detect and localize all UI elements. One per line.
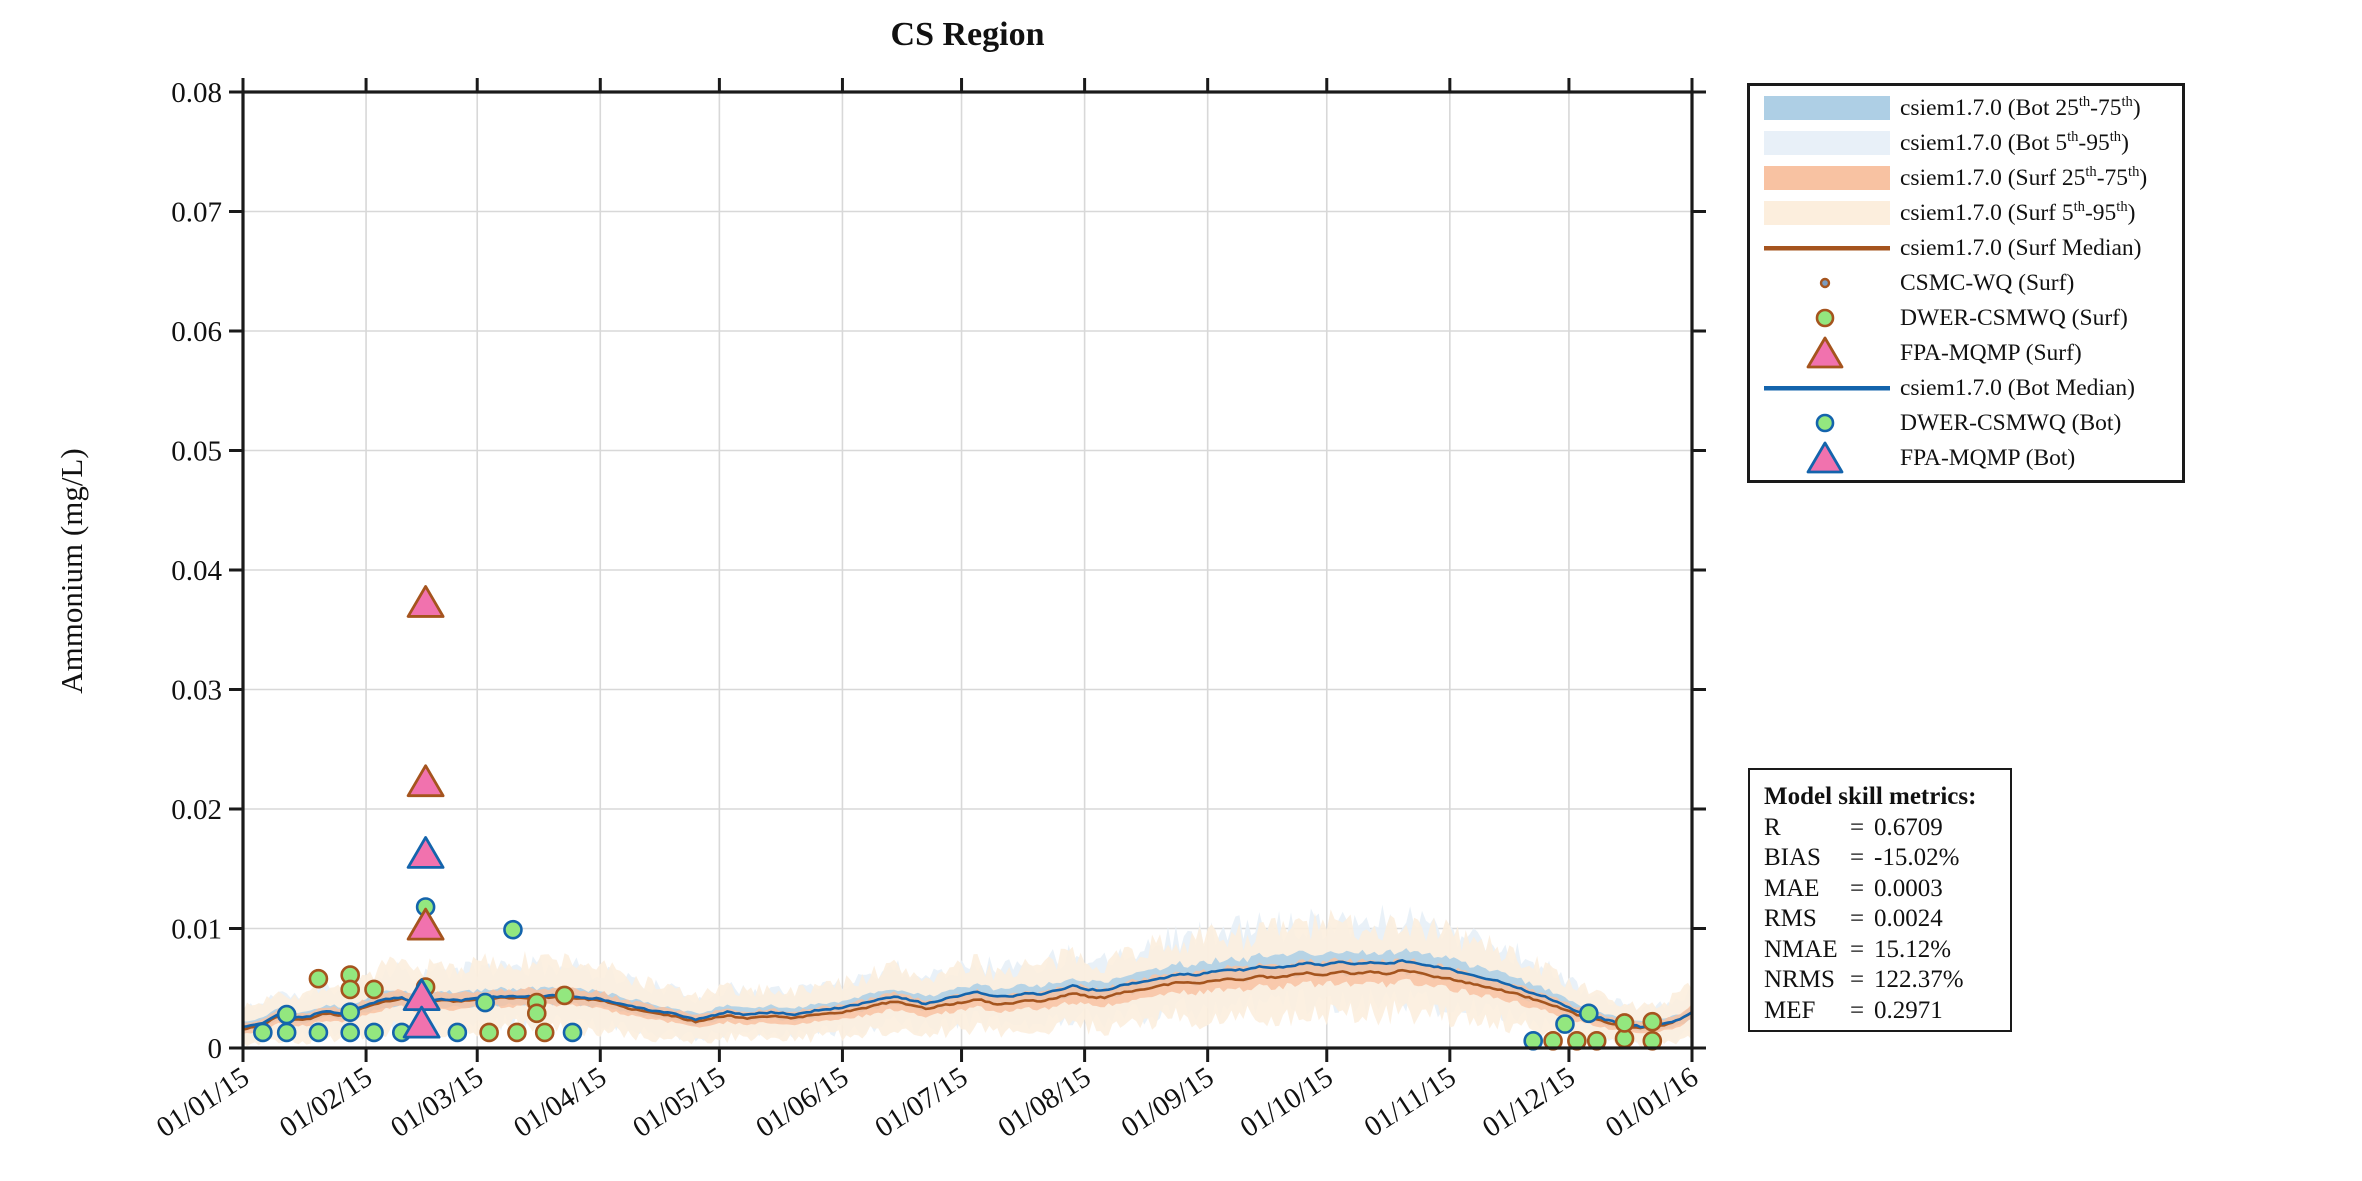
metric-value: 0.0024 [1874,905,1943,932]
legend-item: DWER-CSMWQ (Bot) [1750,406,2182,440]
metric-label: RMS [1764,905,1817,932]
metric-equals: = [1850,813,1865,841]
legend-item-label: DWER-CSMWQ (Surf) [1900,304,2128,331]
metric-equals: = [1850,935,1865,963]
legend-item: csiem1.7.0 (Surf 5th-95th) [1750,196,2182,230]
metric-equals: = [1850,844,1865,871]
legend-item-label: DWER-CSMWQ (Bot) [1900,409,2122,436]
legend-item-label: csiem1.7.0 (Surf 25th-75th) [1900,164,2148,191]
chart-title: CS Region [890,16,1045,53]
x-tick-label: 01/02/15 [274,1061,378,1144]
triangle-swatch-icon [1750,440,1900,476]
metric-value: -15.02% [1874,844,1960,871]
x-tick-label: 01/01/15 [151,1061,255,1144]
band-swatch-icon [1750,199,1900,227]
y-tick-label: 0 [208,1033,223,1065]
legend-item-label: csiem1.7.0 (Surf 5th-95th) [1900,199,2136,226]
x-tick-label: 01/08/15 [993,1061,1097,1144]
legend-item: csiem1.7.0 (Bot Median) [1750,371,2182,405]
y-tick-label: 0.06 [171,316,222,348]
metric-row: RMS = 0.0024 [1764,904,1996,935]
metric-value: 122.37% [1874,966,1964,993]
triangle-swatch-icon [1750,335,1900,371]
line-swatch-icon [1750,374,1900,402]
metric-value: 15.12% [1874,935,1952,963]
metric-label: MEF [1764,996,1816,1024]
metric-value: 0.0003 [1874,874,1943,902]
legend-item: FPA-MQMP (Bot) [1750,441,2182,475]
legend: csiem1.7.0 (Bot 25th-75th) csiem1.7.0 (Bo… [1747,83,2185,483]
metric-value: 0.6709 [1874,813,1943,841]
band-swatch-icon [1750,94,1900,122]
legend-item-label: csiem1.7.0 (Bot 25th-75th) [1900,94,2141,121]
metric-equals: = [1850,905,1865,932]
legend-item: FPA-MQMP (Surf) [1750,336,2182,370]
x-tick-label: 01/01/16 [1600,1061,1704,1144]
circle-swatch-icon [1750,407,1900,439]
x-tick-label: 01/12/15 [1477,1061,1581,1144]
y-tick-label: 0.05 [171,436,222,468]
legend-item-label: FPA-MQMP (Bot) [1900,444,2076,471]
x-tick-label: 01/09/15 [1116,1061,1220,1144]
metric-row: MAE = 0.0003 [1764,874,1996,905]
legend-item-label: CSMC-WQ (Surf) [1900,269,2075,296]
metric-row: R = 0.6709 [1764,813,1996,844]
x-tick-label: 01/05/15 [627,1061,731,1144]
legend-item: csiem1.7.0 (Surf 25th-75th) [1750,161,2182,195]
legend-item-label: csiem1.7.0 (Bot Median) [1900,374,2135,401]
metric-equals: = [1850,966,1865,993]
metric-label: BIAS [1764,844,1821,871]
legend-item-label: FPA-MQMP (Surf) [1900,339,2082,366]
metric-value: 0.2971 [1874,996,1943,1024]
x-tick-label: 01/07/15 [869,1061,973,1144]
x-tick-label: 01/04/15 [508,1061,612,1144]
line-swatch-icon [1750,234,1900,262]
legend-item: CSMC-WQ (Surf) [1750,266,2182,300]
metric-row: NMAE = 15.12% [1764,935,1996,966]
metrics-box: Model skill metrics: R = 0.6709 BIAS = -15.02… [1748,768,2012,1032]
metric-label: MAE [1764,874,1820,902]
y-tick-label: 0.04 [171,555,222,587]
y-tick-label: 0.03 [171,675,222,707]
legend-item: csiem1.7.0 (Bot 25th-75th) [1750,91,2182,125]
metric-row: NRMS = 122.37% [1764,965,1996,996]
y-tick-label: 0.07 [171,197,222,229]
y-tick-label: 0.08 [171,77,222,109]
metric-equals: = [1850,996,1865,1024]
circle-swatch-icon [1750,302,1900,334]
x-tick-label: 01/03/15 [385,1061,489,1144]
metric-equals: = [1850,874,1865,902]
legend-item-label: csiem1.7.0 (Bot 5th-95th) [1900,129,2129,156]
band-swatch-icon [1750,129,1900,157]
legend-item: DWER-CSMWQ (Surf) [1750,301,2182,335]
dot-swatch-icon [1750,267,1900,299]
metric-label: R [1764,813,1781,841]
legend-item: csiem1.7.0 (Surf Median) [1750,231,2182,265]
x-tick-label: 01/06/15 [750,1061,854,1144]
metric-row: BIAS = -15.02% [1764,843,1996,874]
x-tick-label: 01/11/15 [1359,1061,1462,1143]
metric-label: NRMS [1764,966,1835,993]
y-tick-label: 0.01 [171,914,222,946]
metric-row: MEF = 0.2971 [1764,996,1996,1027]
band-swatch-icon [1750,164,1900,192]
legend-item: csiem1.7.0 (Bot 5th-95th) [1750,126,2182,160]
metrics-title: Model skill metrics: [1764,783,1977,810]
metric-label: NMAE [1764,935,1838,963]
y-tick-label: 0.02 [171,794,222,826]
x-tick-label: 01/10/15 [1235,1061,1339,1144]
legend-item-label: csiem1.7.0 (Surf Median) [1900,234,2142,261]
